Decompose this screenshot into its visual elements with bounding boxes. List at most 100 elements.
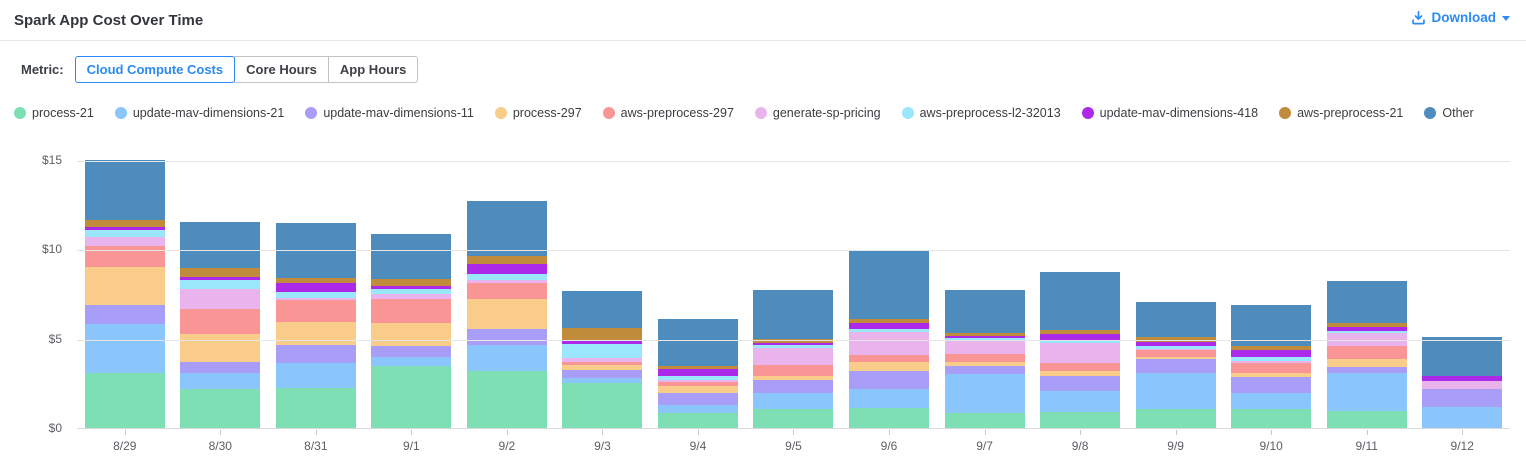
bar-segment-other[interactable]	[84, 160, 165, 221]
bar-segment-process-297[interactable]	[466, 299, 547, 329]
bar-segment-aws-preprocess-21[interactable]	[753, 338, 834, 343]
bar-segment-update-mav-dimensions-21[interactable]	[657, 404, 738, 414]
bar-segment-update-mav-dimensions-21[interactable]	[180, 373, 261, 390]
bar-segment-update-mav-dimensions-418[interactable]	[1422, 375, 1503, 381]
bar-segment-update-mav-dimensions-21[interactable]	[84, 324, 165, 373]
bar-segment-update-mav-dimensions-11[interactable]	[944, 365, 1025, 374]
bar-segment-update-mav-dimensions-418[interactable]	[1135, 341, 1216, 346]
bar-segment-aws-preprocess-l2-32013[interactable]	[849, 329, 930, 333]
bar-segment-generate-sp-pricing[interactable]	[466, 280, 547, 283]
bar-segment-process-21[interactable]	[84, 373, 165, 428]
bar-segment-generate-sp-pricing[interactable]	[944, 340, 1025, 354]
bar-segment-update-mav-dimensions-11[interactable]	[1326, 366, 1407, 374]
bar-segment-process-297[interactable]	[657, 385, 738, 394]
bar-segment-update-mav-dimensions-418[interactable]	[753, 342, 834, 346]
bar-segment-update-mav-dimensions-418[interactable]	[84, 226, 165, 230]
bar-segment-aws-preprocess-21[interactable]	[275, 277, 356, 284]
bar-segment-aws-preprocess-297[interactable]	[657, 381, 738, 386]
bar-segment-aws-preprocess-297[interactable]	[180, 309, 261, 335]
bar-segment-update-mav-dimensions-21[interactable]	[371, 356, 452, 366]
legend-item-process-297[interactable]: process-297	[494, 106, 582, 120]
bar-segment-aws-preprocess-21[interactable]	[371, 278, 452, 286]
bar-segment-process-21[interactable]	[1231, 408, 1312, 428]
bar-segment-update-mav-dimensions-21[interactable]	[753, 393, 834, 410]
bar-segment-process-297[interactable]	[180, 334, 261, 363]
bar-segment-aws-preprocess-21[interactable]	[944, 332, 1025, 336]
download-button[interactable]: Download	[1411, 10, 1510, 25]
bar-segment-update-mav-dimensions-11[interactable]	[1231, 376, 1312, 393]
tab-core-hours[interactable]: Core Hours	[234, 56, 329, 83]
bar-segment-process-21[interactable]	[1040, 411, 1121, 428]
bar-segment-update-mav-dimensions-11[interactable]	[1040, 376, 1121, 392]
bar-segment-update-mav-dimensions-418[interactable]	[466, 264, 547, 274]
bar-segment-aws-preprocess-21[interactable]	[466, 255, 547, 265]
bar-segment-aws-preprocess-l2-32013[interactable]	[1040, 341, 1121, 343]
bar-segment-update-mav-dimensions-418[interactable]	[1326, 327, 1407, 331]
legend-item-aws-preprocess-l2-32013[interactable]: aws-preprocess-l2-32013	[901, 106, 1061, 120]
bar-segment-update-mav-dimensions-418[interactable]	[944, 335, 1025, 338]
legend-item-aws-preprocess-21[interactable]: aws-preprocess-21	[1279, 106, 1403, 120]
bar-segment-process-21[interactable]	[1326, 411, 1407, 428]
bar-segment-aws-preprocess-21[interactable]	[562, 328, 643, 340]
bar-segment-generate-sp-pricing[interactable]	[1135, 349, 1216, 350]
bar-segment-update-mav-dimensions-11[interactable]	[371, 346, 452, 357]
bar-segment-other[interactable]	[753, 289, 834, 339]
bar-segment-update-mav-dimensions-418[interactable]	[1040, 333, 1121, 342]
bar-segment-aws-preprocess-l2-32013[interactable]	[275, 292, 356, 298]
bar-segment-process-297[interactable]	[1135, 357, 1216, 360]
bar-segment-process-21[interactable]	[944, 412, 1025, 428]
bar-segment-aws-preprocess-l2-32013[interactable]	[1135, 345, 1216, 350]
bar-segment-update-mav-dimensions-21[interactable]	[1422, 406, 1503, 428]
bar-segment-generate-sp-pricing[interactable]	[562, 358, 643, 363]
bar-segment-aws-preprocess-21[interactable]	[1040, 330, 1121, 334]
bar-segment-generate-sp-pricing[interactable]	[371, 293, 452, 300]
bar-segment-generate-sp-pricing[interactable]	[275, 297, 356, 301]
bar-segment-aws-preprocess-l2-32013[interactable]	[180, 279, 261, 290]
bar-segment-update-mav-dimensions-11[interactable]	[275, 344, 356, 363]
bar-segment-generate-sp-pricing[interactable]	[1040, 342, 1121, 364]
bar-segment-process-297[interactable]	[275, 322, 356, 345]
bar-segment-aws-preprocess-l2-32013[interactable]	[466, 273, 547, 281]
bar-segment-aws-preprocess-21[interactable]	[180, 268, 261, 278]
bar-segment-process-21[interactable]	[1135, 408, 1216, 428]
bar-segment-update-mav-dimensions-11[interactable]	[849, 371, 930, 390]
bar-segment-process-297[interactable]	[944, 362, 1025, 366]
bar-segment-aws-preprocess-297[interactable]	[84, 245, 165, 268]
legend-item-update-mav-dimensions-21[interactable]: update-mav-dimensions-21	[114, 106, 284, 120]
bar-segment-other[interactable]	[180, 221, 261, 269]
bar-segment-process-21[interactable]	[371, 365, 452, 428]
bar-segment-generate-sp-pricing[interactable]	[753, 347, 834, 365]
bar-segment-aws-preprocess-l2-32013[interactable]	[753, 345, 834, 348]
bar-segment-aws-preprocess-297[interactable]	[1135, 349, 1216, 358]
bar-segment-update-mav-dimensions-21[interactable]	[1040, 391, 1121, 412]
bar-segment-other[interactable]	[1040, 271, 1121, 331]
bar-segment-aws-preprocess-l2-32013[interactable]	[1326, 330, 1407, 334]
bar-segment-update-mav-dimensions-11[interactable]	[1135, 359, 1216, 374]
bar-segment-generate-sp-pricing[interactable]	[1231, 360, 1312, 364]
bar-segment-update-mav-dimensions-11[interactable]	[562, 370, 643, 378]
bar-segment-other[interactable]	[944, 289, 1025, 333]
bar-segment-process-21[interactable]	[753, 409, 834, 428]
bar-segment-update-mav-dimensions-418[interactable]	[1231, 349, 1312, 357]
bar-segment-update-mav-dimensions-11[interactable]	[180, 362, 261, 374]
bar-segment-update-mav-dimensions-21[interactable]	[1326, 373, 1407, 412]
bar-segment-process-21[interactable]	[849, 408, 930, 428]
bar-segment-update-mav-dimensions-21[interactable]	[944, 373, 1025, 413]
bar-segment-aws-preprocess-l2-32013[interactable]	[371, 288, 452, 294]
bar-segment-other[interactable]	[1135, 301, 1216, 338]
bar-segment-generate-sp-pricing[interactable]	[849, 332, 930, 355]
bar-segment-update-mav-dimensions-11[interactable]	[84, 305, 165, 325]
legend-item-other[interactable]: Other	[1424, 106, 1474, 120]
bar-segment-aws-preprocess-21[interactable]	[657, 366, 738, 369]
bar-segment-update-mav-dimensions-21[interactable]	[275, 362, 356, 389]
bar-segment-process-297[interactable]	[562, 365, 643, 371]
bar-segment-update-mav-dimensions-21[interactable]	[562, 377, 643, 383]
bar-segment-update-mav-dimensions-418[interactable]	[275, 283, 356, 293]
bar-segment-aws-preprocess-21[interactable]	[84, 220, 165, 227]
bar-segment-update-mav-dimensions-21[interactable]	[1135, 373, 1216, 409]
bar-segment-aws-preprocess-21[interactable]	[1326, 323, 1407, 328]
bar-segment-other[interactable]	[371, 233, 452, 279]
bar-segment-aws-preprocess-21[interactable]	[1231, 345, 1312, 350]
bar-segment-aws-preprocess-297[interactable]	[1231, 363, 1312, 373]
bar-segment-process-21[interactable]	[562, 383, 643, 428]
